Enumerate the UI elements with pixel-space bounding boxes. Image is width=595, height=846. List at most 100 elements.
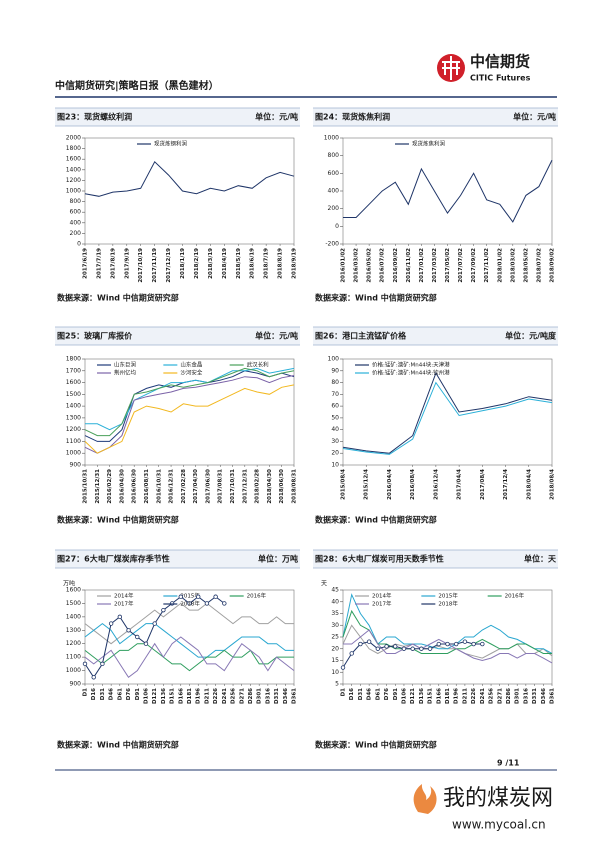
- x-tick-label: D31: [358, 688, 364, 700]
- x-tick-label: 2018/8/19: [278, 248, 284, 279]
- x-tick-label: 2017/10/19: [138, 248, 144, 283]
- legend-label: 价格:锰矿:澳矿:Mn44块:天津港: [372, 361, 450, 369]
- panel-title: 图23：现货螺纹利润: [57, 112, 132, 122]
- y-tick-label: 0: [77, 241, 81, 248]
- x-tick-label: 2017/10/31: [230, 469, 236, 504]
- x-tick-label: 2017/9/19: [124, 248, 130, 279]
- x-tick-label: 2018/08/4: [550, 469, 556, 500]
- point: [436, 641, 441, 647]
- x-tick-label: 2015/12/31: [95, 469, 101, 504]
- title-bar: [55, 327, 300, 345]
- x-tick-label: D301: [257, 688, 263, 704]
- x-tick-label: 2016/01/02: [341, 248, 347, 283]
- x-tick-label: 2015/08/4: [341, 469, 347, 500]
- y-tick-label: 1400: [66, 403, 81, 410]
- series-line: [84, 160, 295, 197]
- x-tick-label: D136: [161, 688, 167, 704]
- y-axis-label: 万吨: [63, 580, 75, 588]
- panel-source: 数据来源：Wind 中信期货研究部: [57, 293, 179, 303]
- series-line: [84, 602, 294, 645]
- x-tick-label: 2016/05/02: [367, 248, 373, 283]
- x-tick-label: D1: [341, 688, 347, 697]
- point: [117, 614, 123, 620]
- y-axis-label: 天: [321, 581, 327, 588]
- point: [419, 646, 424, 651]
- logo-en: CITIC Futures: [470, 74, 531, 83]
- y-tick-label: 900: [70, 681, 82, 688]
- x-tick-label: 2017/8/19: [110, 248, 116, 279]
- y-tick-label: 1800: [66, 145, 81, 152]
- logo: [437, 54, 465, 82]
- legend-label: 价格:锰矿:澳矿:Mn44块:钦州港: [372, 369, 450, 377]
- x-tick-label: 2017/02/28: [181, 469, 187, 504]
- x-tick-label: 2018/9/19: [292, 248, 298, 279]
- x-tick-label: D91: [393, 688, 399, 700]
- x-tick-label: D316: [523, 688, 529, 704]
- point: [91, 675, 96, 680]
- x-tick-label: 2018/04/4: [526, 469, 532, 500]
- point: [152, 621, 157, 626]
- series-line: [84, 367, 295, 437]
- y-tick-label: 600: [328, 170, 340, 177]
- x-tick-label: 2016/08/4: [410, 469, 416, 500]
- x-tick-label: D31: [100, 688, 106, 700]
- x-tick-label: D166: [178, 688, 184, 704]
- y-tick-label: 80: [331, 379, 339, 386]
- x-tick-label: 2017/03/02: [432, 248, 438, 283]
- y-tick-label: 800: [70, 198, 82, 205]
- x-tick-label: D76: [126, 688, 132, 700]
- x-tick-label: D256: [489, 688, 495, 704]
- x-tick-label: 2016/04/4: [387, 469, 393, 500]
- y-tick-label: 30: [331, 622, 339, 629]
- x-tick-label: D331: [532, 688, 538, 704]
- legend-label: 山东金晶: [180, 361, 203, 369]
- point: [454, 641, 459, 647]
- y-tick-label: 5: [335, 681, 339, 688]
- y-tick-label: 0: [335, 223, 339, 230]
- panel-source: 数据来源：Wind 中信期货研究部: [315, 740, 437, 750]
- series-line: [84, 636, 295, 679]
- x-tick-label: 2017/04/4: [457, 469, 463, 500]
- x-tick-label: D211: [204, 688, 210, 704]
- x-tick-label: 2016/12/4: [433, 469, 439, 500]
- y-tick-label: 400: [328, 188, 340, 195]
- x-tick-label: D181: [187, 688, 193, 704]
- x-tick-label: D241: [222, 688, 228, 704]
- title-bar: [55, 550, 300, 568]
- x-tick-label: D1: [83, 688, 89, 697]
- plot-frame: [342, 358, 553, 466]
- y-tick-label: 1000: [66, 450, 81, 457]
- x-tick-label: D76: [384, 688, 390, 700]
- point: [196, 594, 201, 599]
- series-line: [85, 367, 295, 431]
- x-tick-label: 2017/11/02: [484, 248, 490, 283]
- y-tick-label: 15: [331, 657, 339, 664]
- point: [480, 641, 485, 647]
- y-tick-label: 20: [331, 450, 339, 457]
- y-tick-label: 400: [70, 219, 82, 226]
- series-line: [84, 375, 295, 454]
- point: [358, 641, 363, 647]
- panel-unit: 单位：元/吨: [513, 112, 556, 122]
- x-tick-label: 2016/09/02: [393, 248, 399, 283]
- y-tick-label: 1700: [66, 367, 81, 374]
- x-tick-label: 2016/07/02: [380, 248, 386, 283]
- y-tick-label: 50: [331, 414, 339, 421]
- x-tick-label: 2018/4/19: [222, 248, 228, 279]
- y-tick-label: 2000: [66, 135, 81, 142]
- x-tick-label: 2018/03/02: [510, 248, 516, 283]
- x-tick-label: 2018/02/28: [255, 469, 261, 504]
- page-number: 9 /11: [497, 759, 520, 768]
- y-tick-label: 100: [328, 356, 340, 363]
- legend-label: 2018年: [180, 600, 200, 608]
- x-tick-label: D16: [91, 688, 97, 700]
- x-tick-label: D241: [480, 688, 486, 704]
- x-tick-label: 2017/05/02: [445, 248, 451, 283]
- x-tick-label: D226: [471, 688, 477, 704]
- point: [393, 644, 398, 649]
- x-tick-label: D136: [419, 688, 425, 704]
- point: [401, 646, 407, 651]
- y-tick-label: 1500: [66, 391, 81, 398]
- title-bar: [55, 108, 300, 126]
